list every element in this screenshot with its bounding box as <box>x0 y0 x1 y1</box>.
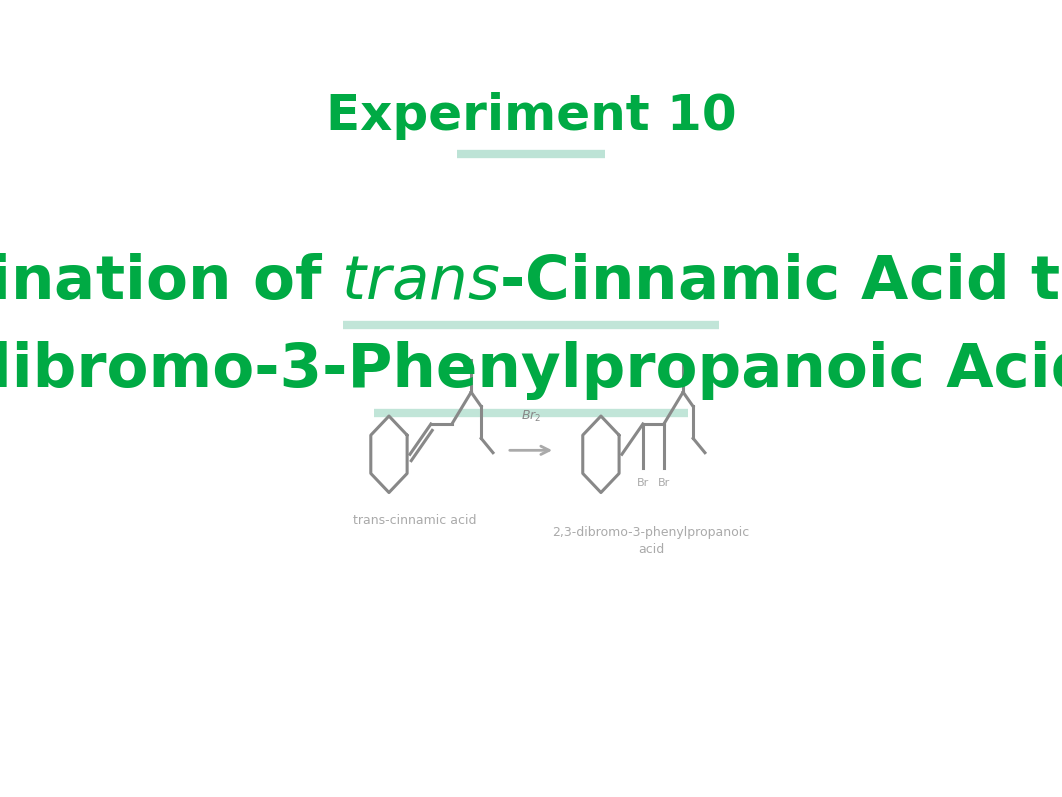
Text: trans-cinnamic acid: trans-cinnamic acid <box>354 514 477 527</box>
Text: dibromo-3-Phenylpropanoic Acid: dibromo-3-Phenylpropanoic Acid <box>0 341 1062 400</box>
Text: Br$_2$: Br$_2$ <box>520 409 542 424</box>
Text: Br: Br <box>637 478 649 489</box>
Text: Bromination of $\mathit{trans}$-Cinnamic Acid to 2,3-: Bromination of $\mathit{trans}$-Cinnamic… <box>0 253 1062 312</box>
Text: Experiment 10: Experiment 10 <box>326 92 736 139</box>
Text: Br: Br <box>657 478 670 489</box>
Text: 2,3-dibromo-3-phenylpropanoic
acid: 2,3-dibromo-3-phenylpropanoic acid <box>552 526 750 556</box>
